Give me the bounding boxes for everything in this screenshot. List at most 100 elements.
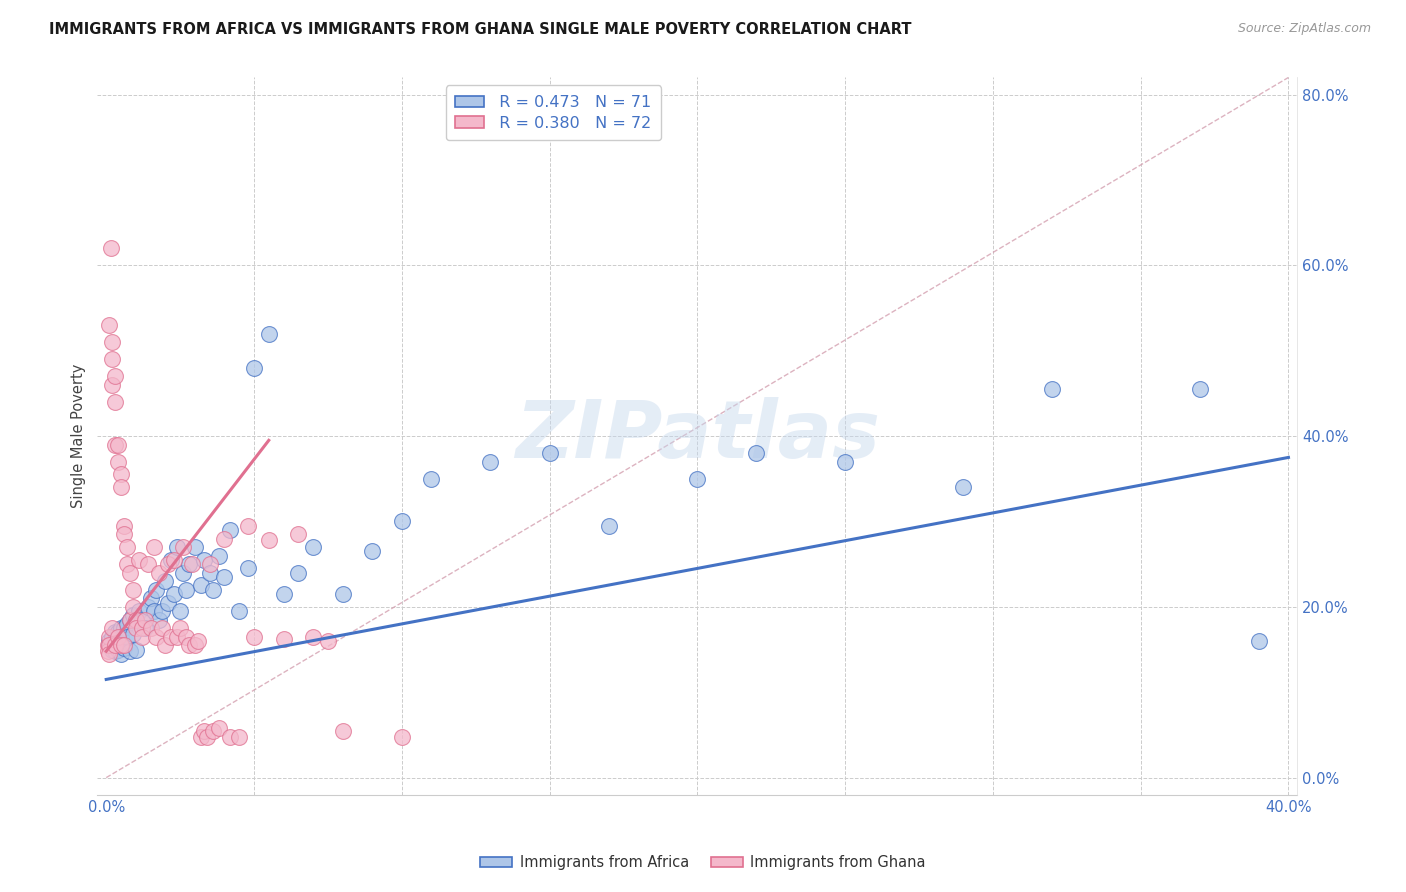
- Point: [145, 582, 167, 597]
- Point: [104, 437, 127, 451]
- Point: [219, 730, 242, 744]
- Point: [98, 318, 121, 332]
- Point: [121, 599, 143, 614]
- Point: [181, 557, 204, 571]
- Point: [155, 574, 177, 589]
- Point: [184, 540, 207, 554]
- Point: [139, 591, 162, 606]
- Point: [166, 630, 188, 644]
- Point: [101, 638, 124, 652]
- Point: [207, 721, 229, 735]
- Point: [125, 621, 148, 635]
- Point: [177, 557, 200, 571]
- Point: [361, 544, 384, 558]
- Point: [97, 644, 120, 658]
- Point: [287, 566, 309, 580]
- Point: [155, 638, 177, 652]
- Point: [257, 326, 280, 341]
- Point: [104, 395, 127, 409]
- Point: [169, 604, 191, 618]
- Point: [190, 730, 212, 744]
- Point: [125, 613, 148, 627]
- Point: [101, 335, 124, 350]
- Point: [121, 627, 143, 641]
- Point: [121, 608, 143, 623]
- Point: [107, 630, 129, 644]
- Point: [115, 630, 138, 644]
- Point: [112, 638, 135, 652]
- Point: [118, 566, 141, 580]
- Point: [316, 634, 339, 648]
- Point: [952, 480, 974, 494]
- Text: ZIPatlas: ZIPatlas: [515, 397, 880, 475]
- Point: [107, 630, 129, 644]
- Point: [273, 632, 295, 647]
- Text: Source: ZipAtlas.com: Source: ZipAtlas.com: [1237, 22, 1371, 36]
- Point: [125, 613, 148, 627]
- Point: [115, 540, 138, 554]
- Point: [104, 644, 127, 658]
- Point: [160, 553, 183, 567]
- Point: [391, 515, 413, 529]
- Point: [1247, 634, 1270, 648]
- Point: [479, 455, 502, 469]
- Point: [112, 527, 135, 541]
- Point: [236, 518, 259, 533]
- Point: [128, 553, 150, 567]
- Point: [131, 630, 153, 644]
- Point: [287, 527, 309, 541]
- Point: [100, 241, 122, 255]
- Point: [198, 557, 221, 571]
- Point: [145, 630, 167, 644]
- Point: [332, 723, 354, 738]
- Point: [228, 730, 250, 744]
- Point: [115, 557, 138, 571]
- Point: [219, 523, 242, 537]
- Point: [163, 587, 186, 601]
- Point: [163, 553, 186, 567]
- Point: [273, 587, 295, 601]
- Point: [190, 578, 212, 592]
- Point: [1188, 382, 1211, 396]
- Point: [169, 621, 191, 635]
- Point: [136, 599, 159, 614]
- Point: [118, 613, 141, 627]
- Point: [160, 630, 183, 644]
- Legend: Immigrants from Africa, Immigrants from Ghana: Immigrants from Africa, Immigrants from …: [474, 849, 932, 876]
- Point: [101, 630, 124, 644]
- Point: [391, 730, 413, 744]
- Point: [184, 638, 207, 652]
- Point: [157, 557, 180, 571]
- Point: [243, 630, 266, 644]
- Point: [112, 518, 135, 533]
- Point: [104, 638, 127, 652]
- Point: [97, 638, 120, 652]
- Point: [150, 604, 173, 618]
- Point: [98, 630, 121, 644]
- Point: [745, 446, 768, 460]
- Point: [107, 437, 129, 451]
- Point: [157, 596, 180, 610]
- Point: [142, 540, 165, 554]
- Point: [131, 613, 153, 627]
- Point: [115, 616, 138, 631]
- Point: [98, 638, 121, 652]
- Point: [332, 587, 354, 601]
- Point: [118, 644, 141, 658]
- Point: [148, 566, 170, 580]
- Point: [104, 369, 127, 384]
- Point: [136, 557, 159, 571]
- Point: [128, 604, 150, 618]
- Point: [125, 642, 148, 657]
- Point: [142, 604, 165, 618]
- Point: [110, 480, 132, 494]
- Point: [98, 638, 121, 652]
- Point: [193, 723, 215, 738]
- Point: [110, 647, 132, 661]
- Point: [110, 638, 132, 652]
- Point: [201, 723, 224, 738]
- Point: [139, 621, 162, 635]
- Point: [214, 532, 236, 546]
- Point: [112, 640, 135, 655]
- Point: [177, 638, 200, 652]
